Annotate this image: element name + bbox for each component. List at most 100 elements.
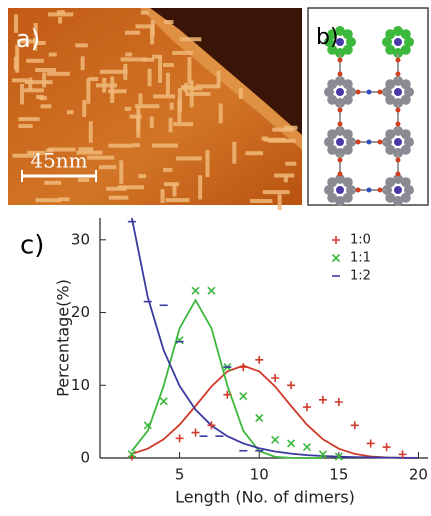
metal <box>394 38 402 46</box>
island <box>153 94 176 99</box>
island <box>120 57 147 62</box>
island <box>158 55 163 83</box>
atom <box>337 121 343 127</box>
atom <box>385 94 396 105</box>
atom <box>337 71 343 77</box>
atom <box>335 26 345 36</box>
data-point <box>191 428 200 437</box>
atom <box>342 94 353 105</box>
island <box>150 27 155 45</box>
data-point <box>159 397 168 406</box>
island <box>274 173 295 178</box>
data-point <box>255 355 264 364</box>
island <box>151 143 178 148</box>
island <box>205 150 210 178</box>
island <box>218 103 223 124</box>
atom <box>393 26 403 36</box>
atom <box>377 139 383 145</box>
island <box>48 52 57 57</box>
island <box>47 71 70 76</box>
atom <box>342 44 353 55</box>
island <box>195 84 220 89</box>
atom <box>395 157 401 163</box>
atom <box>335 98 345 108</box>
legend-label: 1:0 <box>350 233 371 248</box>
island <box>108 195 129 200</box>
x-tick-label: 5 <box>175 466 185 484</box>
atom <box>327 79 338 90</box>
fit-curve <box>130 217 419 459</box>
island <box>165 198 190 203</box>
atom <box>355 89 361 95</box>
island <box>163 167 173 172</box>
island <box>76 150 103 155</box>
atom <box>327 144 338 155</box>
island <box>18 124 33 129</box>
island <box>163 182 180 187</box>
atom <box>342 129 353 140</box>
panel-label: b) <box>316 25 339 50</box>
atom <box>400 94 411 105</box>
island <box>140 10 149 15</box>
island <box>36 95 45 100</box>
atom <box>342 177 353 188</box>
island <box>18 117 40 122</box>
island <box>78 177 90 182</box>
data-point <box>287 439 296 448</box>
island <box>179 37 202 42</box>
atom <box>385 129 396 140</box>
island <box>284 125 298 130</box>
atom <box>393 148 403 158</box>
atom <box>337 157 343 163</box>
island <box>134 104 160 109</box>
island <box>87 155 115 160</box>
atom <box>342 192 353 203</box>
data-point <box>207 286 216 295</box>
island <box>33 22 38 36</box>
island <box>88 77 99 82</box>
island <box>35 67 56 72</box>
island <box>27 150 46 155</box>
data-point <box>255 413 264 423</box>
atom <box>393 48 403 58</box>
y-axis-label: Percentage(%) <box>54 279 73 397</box>
atom <box>335 148 345 158</box>
data-point <box>239 363 248 372</box>
atom <box>342 144 353 155</box>
atom <box>324 37 334 47</box>
atom <box>327 94 338 105</box>
y-tick-label: 10 <box>71 376 90 394</box>
island <box>88 121 93 143</box>
atom <box>335 174 345 184</box>
atom <box>342 79 353 90</box>
island <box>99 165 117 170</box>
data-point <box>127 450 136 459</box>
island <box>185 91 211 96</box>
atom <box>393 98 403 108</box>
island <box>58 17 63 24</box>
data-point <box>334 398 343 406</box>
island <box>142 57 155 62</box>
island <box>108 143 133 148</box>
island <box>147 68 152 87</box>
island <box>283 176 288 183</box>
island <box>40 104 52 109</box>
island <box>135 24 154 29</box>
island <box>106 186 127 191</box>
island <box>245 151 264 156</box>
island <box>23 88 44 93</box>
island <box>95 83 118 88</box>
island <box>149 116 154 128</box>
panel-label: c) <box>20 231 44 261</box>
x-axis-label: Length (No. of dimers) <box>175 488 355 507</box>
y-tick-label: 30 <box>71 230 90 248</box>
island <box>124 30 141 35</box>
atom <box>382 37 392 47</box>
atom <box>377 89 383 95</box>
atom <box>400 192 411 203</box>
atom <box>393 174 403 184</box>
data-point <box>271 435 280 444</box>
atom <box>385 177 396 188</box>
island <box>24 80 53 85</box>
data-point <box>398 450 407 459</box>
